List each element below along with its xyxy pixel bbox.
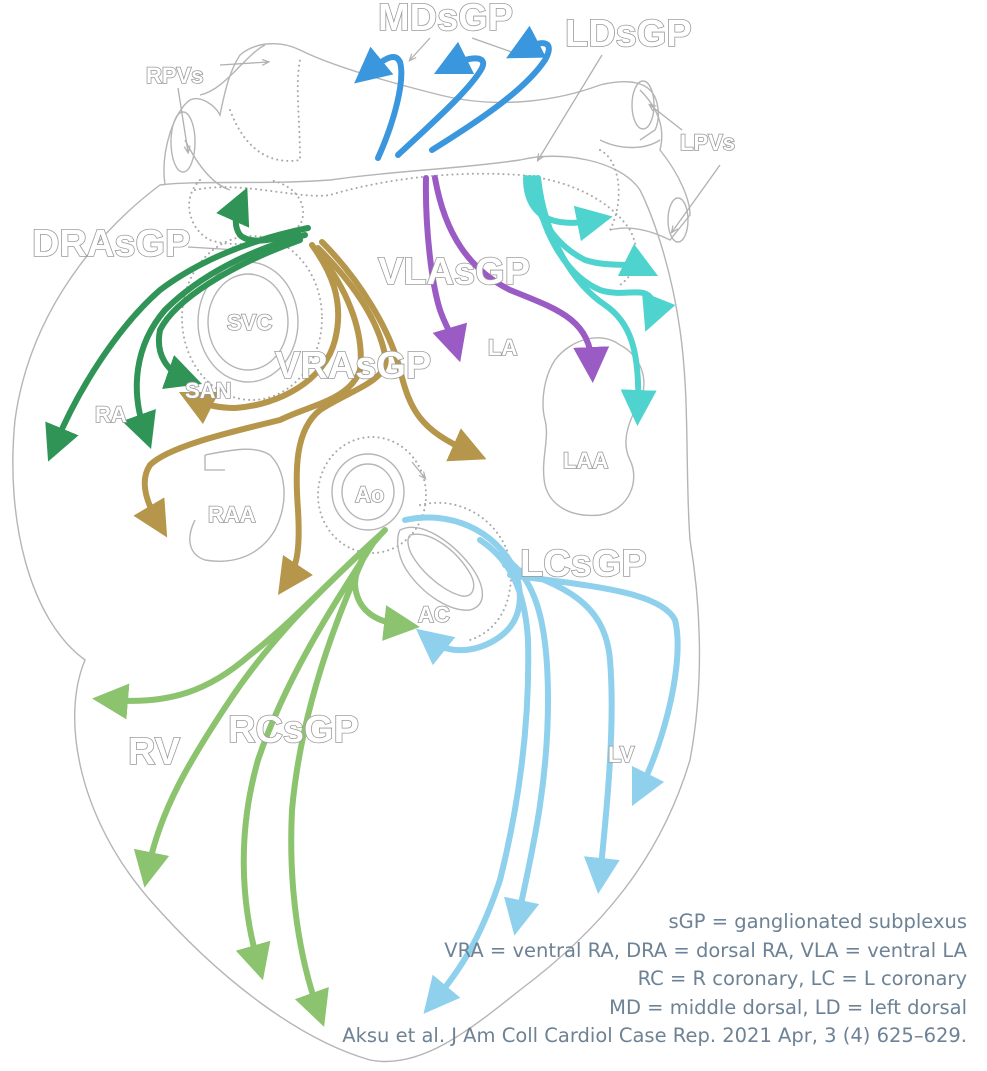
rpv-dotted-ring [188,179,305,246]
mdsgp-path-2 [395,41,487,158]
rpvs-pointer-2 [177,87,188,152]
label-san: SAN [185,378,231,403]
label-mdsgp: MDsGP [378,0,513,39]
vrasgp-paths [133,239,487,595]
mdsgp-path-1 [354,46,405,161]
drasgp-path-4 [216,187,301,244]
rcsgp-path-1 [352,527,420,641]
label-lpvs: LPVs [680,130,735,155]
label-rpvs: RPVs [146,63,203,88]
pv-dotted-path [229,59,620,231]
ldsgp-path [429,25,552,153]
rcsgp-path-3 [133,537,378,888]
legend-citation: Aksu et al. J Am Coll Cardiol Case Rep. … [342,1024,967,1047]
label-laa: LAA [563,448,608,473]
vrasgp-path-3 [278,245,389,595]
heart-outline [12,42,701,1063]
ldsgp-pointer [538,54,603,160]
drasgp-paths [45,187,311,462]
lpvs-pointer [650,105,683,131]
label-rv: RV [128,731,181,773]
pulmonary-trunk-outline [397,526,484,611]
left-atrium-outline [542,337,645,517]
aorta-inner [341,463,395,521]
pulmonary-trunk-inner [407,533,475,597]
drasgp-path-3 [155,237,303,389]
md-ld-ganglia-paths [354,25,552,161]
label-lv: LV [608,742,635,767]
label-vrasgp: VRAsGP [275,345,431,387]
label-lcsgp: LCsGP [520,543,647,585]
label-raa: RAA [208,502,256,527]
vrasgp-path-4 [319,239,487,462]
lcsgp-path-2 [423,537,532,1014]
structure-labels: MDsGP LDsGP RPVs LPVs DRAsGP VLAsGP VRAs… [31,0,736,774]
label-ac: AC [418,602,450,627]
lpvs-pointer-2 [672,164,721,232]
label-la: LA [488,335,517,360]
vrasgp-path-1 [178,242,342,425]
label-ra: RA [95,402,127,427]
lpv-lumen-lower [667,197,689,243]
legend-line-md-ld: MD = middle dorsal, LD = left dorsal [609,995,967,1019]
rcsgp-path-5 [288,545,371,1027]
aorta-outer [331,453,405,531]
aorta-dotted-ring [317,436,427,554]
raa-pointer [204,455,225,471]
label-rcsgp: RCsGP [228,709,359,751]
raa-outline [189,448,285,562]
svc-dotted-ring [181,235,323,401]
lcsgp-paths [402,514,681,1014]
cyan-path-1 [523,175,613,242]
cyan-path-4 [535,175,657,426]
lcsgp-path-3 [497,552,551,936]
label-vlasgp: VLAsGP [378,251,530,293]
roof-dotted-path [194,172,638,286]
left-pulmonary-veins-outline [599,89,691,241]
vrasgp-path-2 [133,247,364,538]
legend: sGP = ganglionated subplexus VRA = ventr… [342,908,967,1051]
lpv-branch-paths [523,175,676,426]
ao-pointer [411,461,425,478]
legend-line-sgp: sGP = ganglionated subplexus [668,910,967,933]
rcsgp-path-4 [235,542,375,981]
rpv-lumen [170,111,196,173]
label-ldsgp: LDsGP [565,13,692,55]
legend-line-rc-lc: RC = R coronary, LC = L coronary [637,967,967,990]
lcsgp-path-5 [507,572,681,807]
label-ao: Ao [355,482,384,507]
lcsgp-path-1 [402,514,523,666]
right-pulmonary-veins-outline [163,42,659,186]
label-drasgp: DRAsGP [32,223,190,265]
mdsgp-pointer-2 [471,37,520,55]
rpvs-pointer [219,62,268,65]
mdsgp-pointer [410,37,431,60]
vlasgp-path-1 [422,175,468,363]
legend-line-vra-dra-vla: VRA = ventral RA, DRA = dorsal RA, VLA =… [444,938,967,962]
drasgp-path-2 [121,232,308,449]
svc-inner [207,273,289,371]
label-svc: SVC [227,310,272,335]
vlasgp-paths [422,175,610,383]
vlasgp-path-2 [432,175,610,383]
lcsgp-path-4 [502,562,620,894]
rcsgp-paths [92,527,420,1027]
